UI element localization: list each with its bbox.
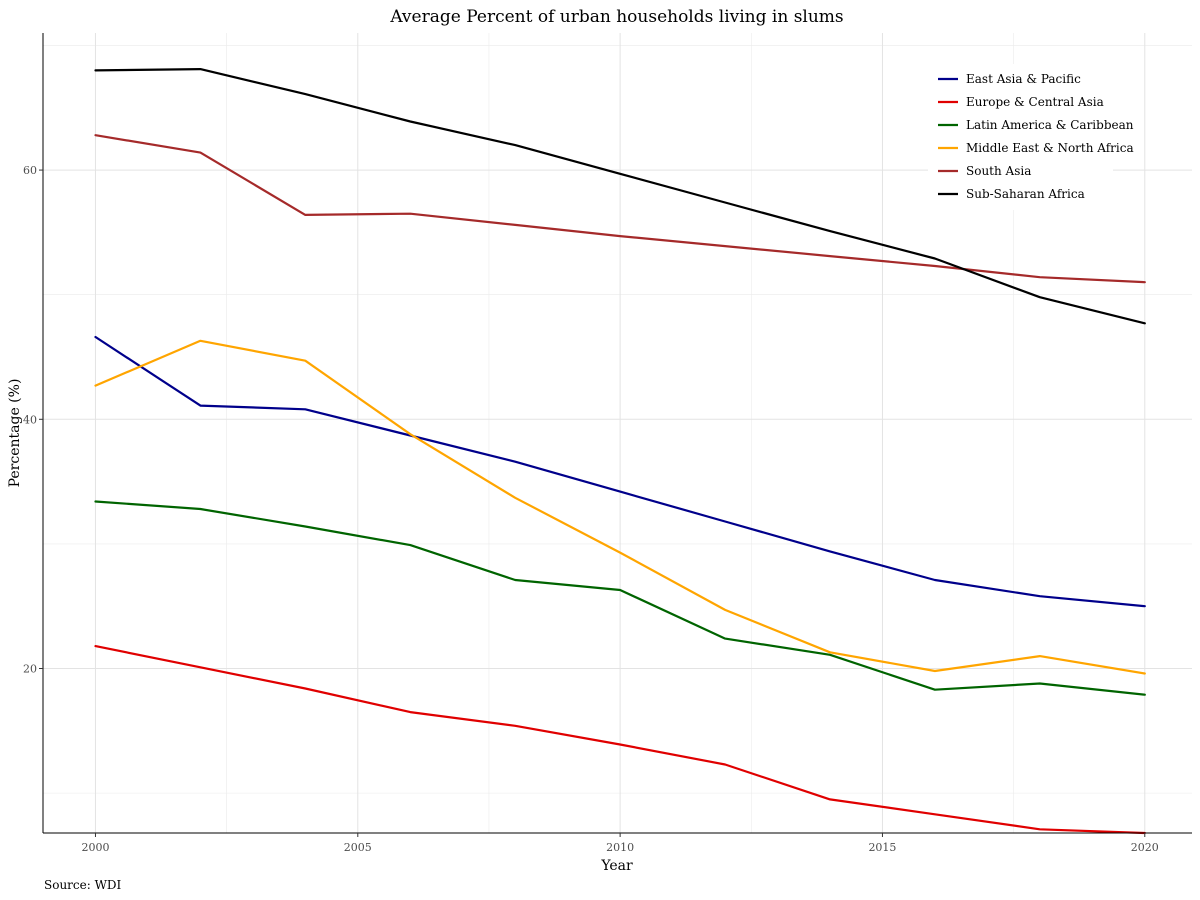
- legend-label-3: Middle East & North Africa: [966, 141, 1134, 155]
- x-tick-label: 2005: [344, 841, 372, 854]
- series-line-5: [94, 67, 1146, 325]
- legend: East Asia & Pacific Europe & Central Asia…: [928, 64, 1134, 210]
- y-tick-label: 20: [23, 663, 37, 676]
- source-caption: Source: WDI: [44, 878, 122, 892]
- x-tick-label: 2010: [606, 841, 634, 854]
- legend-label-0: East Asia & Pacific: [966, 72, 1081, 86]
- chart-title: Average Percent of urban households livi…: [389, 7, 843, 27]
- y-tick-label: 60: [23, 164, 37, 177]
- legend-label-1: Europe & Central Asia: [966, 95, 1104, 109]
- grid: [43, 33, 1192, 833]
- x-tick-label: 2020: [1131, 841, 1159, 854]
- y-axis-title: Percentage (%): [7, 379, 23, 488]
- series-line-0: [94, 335, 1146, 608]
- series-lines: [94, 67, 1146, 835]
- x-tick-label: 2000: [81, 841, 109, 854]
- legend-label-4: South Asia: [966, 164, 1031, 178]
- legend-label-2: Latin America & Caribbean: [966, 118, 1134, 132]
- series-line-3: [94, 339, 1146, 675]
- legend-box: [928, 64, 1113, 210]
- y-tick-label: 40: [23, 413, 37, 426]
- x-axis-title: Year: [600, 858, 633, 874]
- legend-label-5: Sub-Saharan Africa: [966, 187, 1085, 201]
- x-axis-ticks: 2000 2005 2010 2015 2020: [81, 833, 1159, 854]
- series-line-1: [94, 644, 1146, 835]
- y-axis-ticks: 20 40 60: [23, 164, 43, 676]
- series-line-2: [94, 500, 1146, 696]
- series-line-4: [94, 134, 1146, 284]
- x-tick-label: 2015: [868, 841, 896, 854]
